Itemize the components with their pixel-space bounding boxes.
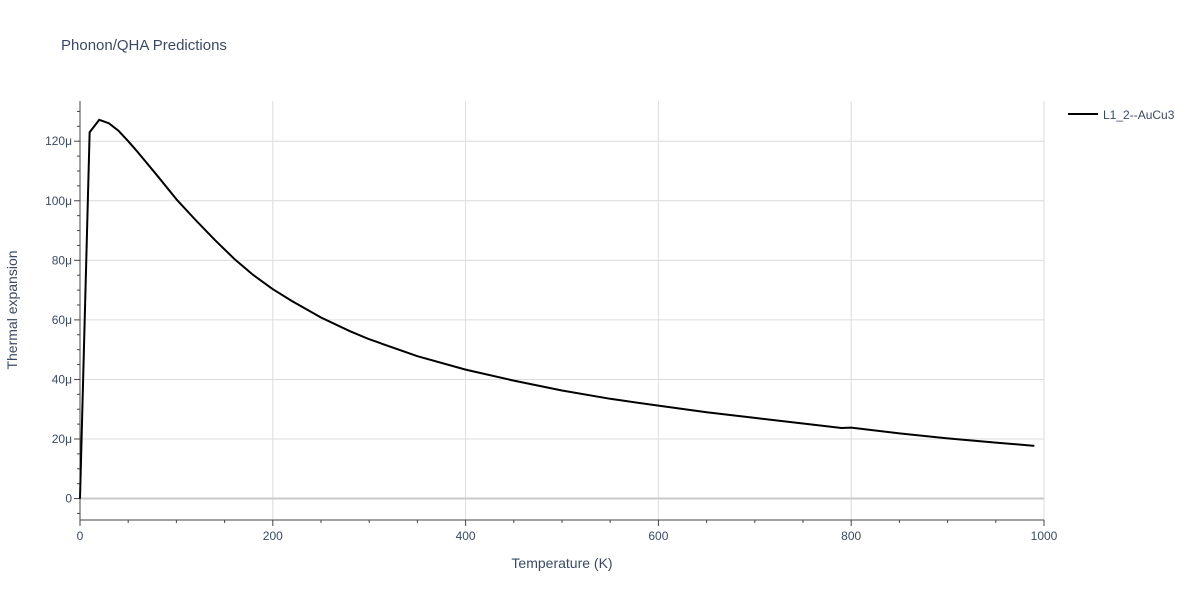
x-axis-ticks: 0 200 400 600 800 1000 [77,520,1058,543]
chart-title: Phonon/QHA Predictions [61,37,227,54]
axes [79,101,1044,521]
y-axis-ticks: 0 20μ 40μ 60μ 80μ 100μ 120μ [45,110,80,514]
grid [80,101,1045,520]
x-tick-label: 200 [263,529,283,543]
x-tick-label: 1000 [1031,529,1058,543]
y-tick-label: 80μ [52,253,72,267]
x-tick-label: 400 [456,529,476,543]
x-tick-label: 0 [77,529,84,543]
x-tick-label: 800 [841,529,861,543]
series-line [79,118,1035,499]
legend[interactable]: L1_2--AuCu3 [1068,108,1175,122]
series-layer [79,118,1035,499]
y-tick-label: 20μ [52,432,72,446]
y-axis-title: Thermal expansion [4,250,20,369]
y-tick-label: 100μ [45,194,72,208]
x-tick-label: 600 [648,529,668,543]
y-tick-label: 60μ [52,313,72,327]
y-tick-label: 120μ [45,134,72,148]
x-axis-title: Temperature (K) [511,555,612,571]
y-tick-label: 40μ [52,372,72,386]
legend-label: L1_2--AuCu3 [1103,108,1175,122]
y-tick-label: 0 [65,492,72,506]
